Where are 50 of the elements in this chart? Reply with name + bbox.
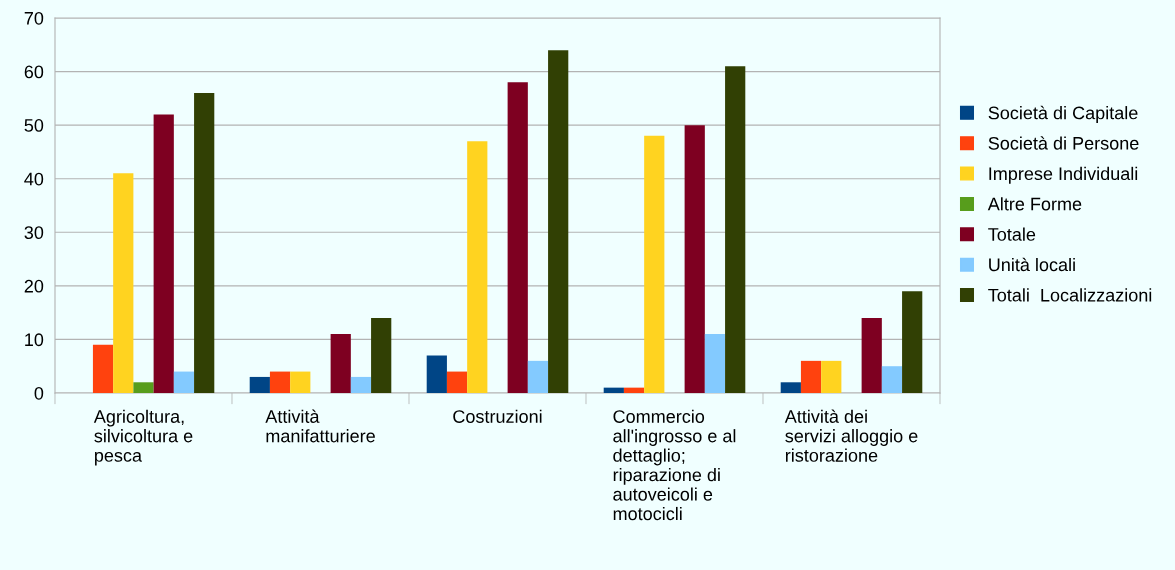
bar xyxy=(153,114,174,393)
legend-label: Società di Capitale xyxy=(988,105,1138,123)
bar xyxy=(548,50,569,393)
bar xyxy=(507,82,528,393)
bar xyxy=(902,291,923,393)
y-tick-label: 40 xyxy=(24,172,44,186)
bar xyxy=(92,344,114,393)
x-tick-label: Attività dei servizi alloggio e ristorazione xyxy=(784,409,918,462)
bar xyxy=(371,318,392,393)
bar xyxy=(861,318,882,393)
legend-label: Società di Persone xyxy=(988,136,1139,150)
bar xyxy=(725,66,746,393)
y-tick-label: 20 xyxy=(24,279,44,293)
bar xyxy=(800,360,822,393)
x-tick-label: Attività manifatturiere xyxy=(265,409,375,443)
bar xyxy=(603,387,624,393)
bar xyxy=(290,371,311,393)
x-tick-label: Commercio all'ingrosso e al dettaglio; riparazione di autoveicoli e motocicli xyxy=(613,409,736,521)
y-tick-label: 60 xyxy=(24,65,44,79)
bar xyxy=(623,387,645,393)
bar xyxy=(446,371,468,393)
bar xyxy=(704,334,726,393)
bar xyxy=(467,141,488,393)
bar xyxy=(194,93,215,393)
legend-label: Unità locali xyxy=(989,257,1075,272)
bar xyxy=(881,366,903,393)
bar xyxy=(350,376,372,393)
y-tick-label: 70 xyxy=(24,11,44,25)
bar xyxy=(644,135,665,393)
bar xyxy=(527,360,549,393)
y-tick-label: 0 xyxy=(34,386,44,400)
y-tick-label: 30 xyxy=(24,226,44,240)
bar xyxy=(269,371,291,393)
legend-label: Altre Forme xyxy=(987,197,1082,211)
legend-label: Imprese Individuali xyxy=(989,166,1138,184)
bar xyxy=(426,355,447,393)
x-tick-label: Costruzioni xyxy=(453,409,542,423)
bar xyxy=(684,125,705,393)
y-tick-label: 10 xyxy=(25,333,44,347)
bar xyxy=(113,173,134,393)
y-tick-label: 50 xyxy=(24,119,44,132)
legend-label: Totali Localizzazioni xyxy=(988,288,1152,302)
bar xyxy=(133,382,154,393)
bar xyxy=(780,382,801,393)
legend-label: Totale xyxy=(988,227,1036,241)
bar xyxy=(173,371,195,393)
bar xyxy=(330,334,351,393)
x-tick-label: Agricoltura, silvicoltura e pesca xyxy=(93,409,193,466)
bar xyxy=(249,376,270,393)
bar xyxy=(821,360,842,393)
